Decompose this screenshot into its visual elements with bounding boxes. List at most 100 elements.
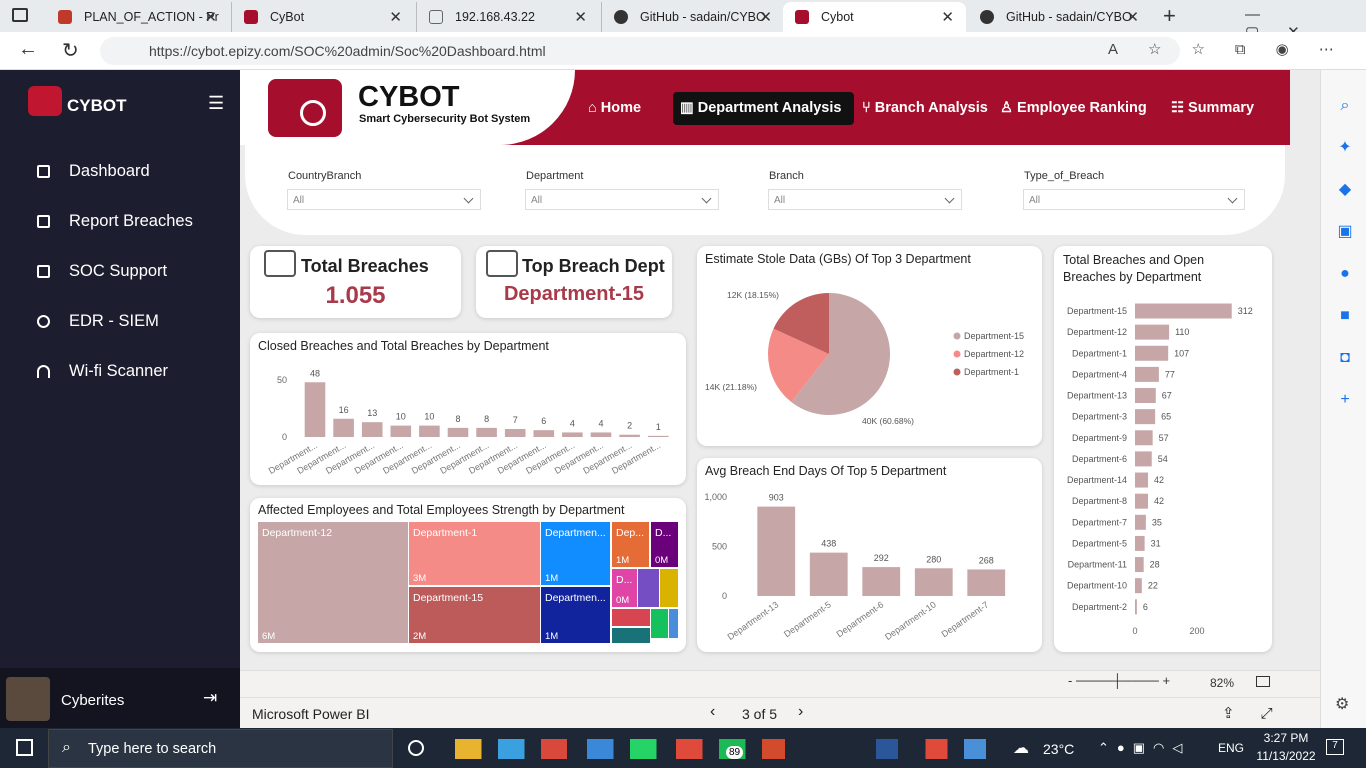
nav-label: Home [600,100,642,116]
menu-icon [37,265,50,278]
nav-label: Summary [1188,100,1255,116]
taskbar-apps[interactable] [876,739,986,759]
page-indicator: 3 of 5 [742,706,778,722]
menu-item[interactable]: EDR - SIEM [69,312,159,330]
filter-dropdown[interactable]: All [768,189,962,210]
search-placeholder: Type here to search [88,741,217,757]
card-title: Top Breach Dept [522,256,665,276]
app-badge: 89 [726,746,744,759]
filter-dropdown[interactable]: All [1023,189,1245,210]
header-subtitle: Smart Cybersecurity Bot System [359,113,531,125]
nav-item[interactable]: ⑂ Branch Analysis [862,100,988,116]
user-name: Cyberites [61,692,125,709]
clock-date: 11/13/2022 [1256,749,1316,763]
app-name: Microsoft Power BI [252,706,370,722]
powerbi-bar [240,697,1320,728]
filter-label: Type_of_Breach [1024,170,1105,182]
tab-title: GitHub - sadain/CYBO [1006,10,1132,24]
nav-item[interactable]: ♙ Employee Ranking [1000,100,1147,116]
filter-label: CountryBranch [288,170,362,182]
tab-title: GitHub - sadain/CYBO [640,10,766,24]
logo-lens [300,100,326,126]
tab[interactable]: PLAN_OF_ACTION - Pr ✕ [46,2,229,32]
tab[interactable]: 192.168.43.22 ✕ [416,2,599,32]
tab[interactable]: GitHub - sadain/CYBO ✕ [968,2,1151,32]
tab[interactable]: GitHub - sadain/CYBO ✕ [601,2,784,32]
filter-dropdown[interactable]: All [525,189,719,210]
menu-item[interactable]: Report Breaches [69,212,193,230]
tab-strip [0,0,1366,32]
menu-icon [37,215,50,228]
back-button[interactable]: ← [18,38,38,60]
zoom-slider[interactable]: - ────┼──── + [1068,673,1171,688]
next-page[interactable]: › [798,703,804,720]
card [250,246,461,318]
share-expand[interactable]: ⇪⤢ [1222,705,1299,722]
sidebar [0,70,240,728]
tray-icons[interactable]: ⌃●▣◠◁ [1098,740,1191,755]
zoom-level: 82% [1210,676,1235,690]
chart-title: Total Breaches and Open Breaches by Depa… [1063,253,1205,284]
chart-panel [697,246,1042,446]
menu-item[interactable]: SOC Support [69,262,168,280]
url: https://cybot.epizy.com/SOC%20admin/Soc%… [149,43,546,59]
logout[interactable]: ⇥ [203,688,218,707]
filter-label: Department [526,170,584,182]
tab-title: CyBot [270,10,305,24]
edge-settings[interactable]: ⚙ [1335,696,1350,713]
avatar [6,677,50,721]
card [476,246,672,318]
edge-sidebar-icons[interactable]: ⌕ ✦ ◆ ▣ ● ■ ◘ + [1337,97,1353,408]
menu-item[interactable]: Wi-fi Scanner [69,362,169,380]
filter-dropdown[interactable]: All [287,189,481,210]
toolbar-icons[interactable]: A☆☆⧉◉⋯ [1108,41,1364,58]
menu-icon [37,315,50,328]
tab-actions[interactable] [12,8,28,22]
new-tab[interactable]: + [1163,3,1176,28]
card-icon [486,250,518,277]
chart-panel [1054,246,1272,652]
brand-logo [28,86,62,116]
start-button[interactable] [16,739,33,756]
clock-time: 3:27 PM [1263,731,1309,745]
refresh-button[interactable]: ↻ [62,40,79,62]
chart-title: Affected Employees and Total Employees S… [258,503,625,517]
notifications[interactable]: 7 [1326,739,1344,755]
edge-sidebar [1320,70,1366,728]
card-title: Total Breaches [301,256,429,276]
card-value: 1.055 [325,282,386,309]
language: ENG [1218,741,1245,755]
tab-title: 192.168.43.22 [455,10,535,24]
brand: CYBOT [67,96,127,115]
menu-toggle[interactable]: ☰ [208,93,225,113]
nav-item[interactable]: ⌂ Home [588,100,642,116]
chart-panel [250,498,686,652]
weather: 23°C [1043,741,1075,757]
fit-page[interactable] [1256,676,1270,687]
nav-item[interactable]: ▥ Department Analysis [680,100,842,116]
tab-active[interactable]: Cybot ✕ [783,2,966,32]
card-value: Department-15 [503,283,645,305]
nav-item[interactable]: ☷ Summary [1171,100,1255,116]
menu-icon [37,165,50,178]
header-title: CYBOT [358,81,460,113]
tab[interactable]: CyBot ✕ [231,2,414,32]
taskbar-apps[interactable] [455,739,785,759]
nav-active [673,92,854,125]
prev-page[interactable]: ‹ [710,703,716,720]
chart-title: Closed Breaches and Total Breaches by De… [258,339,549,353]
address-bar[interactable] [100,37,1180,65]
nav-label: Department Analysis [697,100,842,116]
chart-panel [250,333,686,485]
menu-item[interactable]: Dashboard [69,162,150,180]
weather-icon: ☁ [1013,740,1029,757]
tab-title: PLAN_OF_ACTION - Pr [84,10,219,24]
chart-title: Estimate Stole Data (GBs) Of Top 3 Depar… [705,252,971,266]
tab-title: Cybot [821,10,854,24]
card-icon [264,250,296,277]
chart-title: Avg Breach End Days Of Top 5 Department [705,464,947,478]
search-icon: ⌕ [62,739,71,756]
nav-label: Branch Analysis [874,100,988,116]
task-view[interactable] [408,740,424,756]
